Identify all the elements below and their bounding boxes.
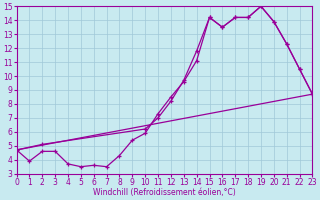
X-axis label: Windchill (Refroidissement éolien,°C): Windchill (Refroidissement éolien,°C) (93, 188, 236, 197)
